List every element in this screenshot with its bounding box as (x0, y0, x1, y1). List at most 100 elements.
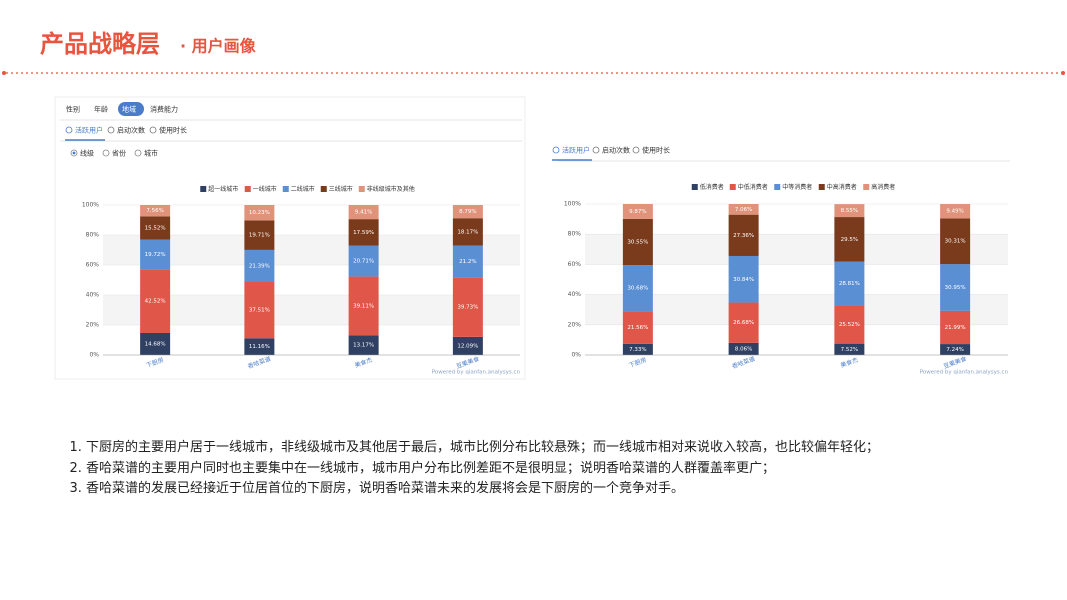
data-label: 8.79% (459, 209, 476, 215)
divider-dot (2, 71, 6, 75)
data-label: 30.84% (733, 277, 754, 283)
tab-icon (632, 146, 640, 154)
tab-icon (107, 126, 115, 134)
divider-dot (1061, 71, 1065, 75)
radio-label[interactable]: 省份 (112, 149, 126, 158)
tab-icon (592, 146, 600, 154)
y-tick-label: 80% (86, 232, 100, 239)
data-label: 29.5% (841, 237, 858, 243)
legend-label[interactable]: 三线城市 (329, 185, 353, 193)
y-tick-label: 20% (86, 322, 100, 329)
legend-label[interactable]: 低消费者 (700, 183, 724, 191)
bar-segment (834, 343, 865, 355)
subtab[interactable]: 活跃用户 (562, 146, 590, 155)
subtab[interactable]: 活跃用户 (75, 126, 103, 135)
tab-icon (65, 126, 73, 134)
legend-label[interactable]: 二线城市 (291, 185, 315, 193)
data-label: 28.81% (839, 281, 860, 287)
data-label: 30.55% (627, 239, 648, 245)
grid-band (103, 295, 520, 325)
data-label: 14.68% (145, 341, 166, 347)
radio-label[interactable]: 城市 (144, 149, 158, 158)
radio (134, 149, 142, 157)
y-tick-label: 100% (82, 202, 99, 209)
data-label: 7.56% (146, 208, 163, 214)
source: Powered by qianfan.analysys.cn (432, 370, 521, 376)
legend-label[interactable]: 中等消费者 (782, 183, 812, 191)
radio-dot (72, 151, 76, 155)
bar-segment (140, 239, 171, 270)
data-label: 39.11% (353, 303, 374, 309)
data-label: 15.52% (145, 225, 166, 231)
tab[interactable]: 性别 (66, 105, 80, 114)
y-tick-label: 20% (568, 321, 582, 328)
bar-segment (140, 216, 171, 240)
bar-segment (452, 277, 483, 337)
legend-swatch (691, 184, 698, 190)
note: 香哈菜谱的发展已经接近于位居首位的下厨房，说明香哈菜谱未来的发展将会是下厨房的一… (86, 479, 879, 500)
bar-segment (834, 261, 865, 306)
legend-label[interactable]: 中低消费者 (738, 183, 768, 191)
data-label: 42.52% (145, 299, 166, 305)
x-tick-label: 美食杰 (839, 356, 859, 370)
bar-segment (140, 269, 171, 333)
data-label: 9.41% (355, 210, 372, 216)
legend-label[interactable]: 一线城市 (253, 185, 277, 193)
note: 香哈菜谱的主要用户同时也主要集中在一线城市，城市用户分布比例差距不是很明显；说明… (86, 459, 879, 480)
y-tick-label: 0% (571, 352, 581, 359)
data-label: 11.16% (249, 344, 270, 350)
data-label: 27.36% (733, 233, 754, 239)
radio-label[interactable]: 线级 (80, 149, 94, 158)
legend-label[interactable]: 超一线城市 (208, 185, 238, 193)
data-label: 21.39% (249, 263, 270, 269)
bar-segment (728, 302, 759, 343)
bar-segment (452, 218, 483, 246)
bar-segment (452, 245, 483, 278)
legend-swatch (320, 186, 327, 192)
y-tick-label: 40% (86, 292, 100, 299)
data-label: 20.71% (353, 259, 374, 265)
x-tick-label: 豆果美食 (942, 355, 967, 371)
bar-segment (834, 305, 865, 344)
page-title: 产品战略层 (40, 30, 160, 58)
bar-segment (728, 342, 759, 355)
data-label: 13.17% (353, 343, 374, 349)
bar-segment (940, 310, 971, 345)
data-label: 30.31% (945, 239, 966, 245)
subtab[interactable]: 使用时长 (642, 146, 670, 155)
bar-segment (622, 204, 653, 219)
radio (102, 149, 110, 157)
tab[interactable]: 年龄 (94, 105, 108, 114)
legend-swatch (863, 184, 870, 190)
legend-label[interactable]: 非线级城市及其他 (367, 185, 415, 193)
bar-segment (140, 332, 171, 355)
data-label: 17.59% (353, 230, 374, 236)
subtab[interactable]: 启动次数 (117, 126, 145, 135)
bar-segment (244, 220, 275, 250)
data-label: 19.71% (249, 233, 270, 239)
data-label: 7.52% (841, 347, 858, 353)
bar-segment (140, 205, 171, 217)
data-label: 39.73% (457, 305, 478, 311)
data-label: 10.23% (249, 210, 270, 216)
legend-swatch (358, 186, 365, 192)
subtab[interactable]: 启动次数 (602, 146, 630, 155)
bar-segment (940, 204, 971, 219)
bar-segment (244, 338, 275, 355)
legend-label[interactable]: 中高消费者 (827, 183, 857, 191)
bar-segment (452, 205, 483, 219)
data-label: 21.56% (627, 325, 648, 331)
tab[interactable]: 地域 (122, 105, 136, 114)
tab[interactable]: 消费能力 (150, 105, 178, 114)
bar-segment (244, 281, 275, 339)
note: 下厨房的主要用户居于一线城市，非线级城市及其他居于最后，城市比例分布比较悬殊；而… (86, 438, 879, 459)
data-label: 9.87% (629, 209, 646, 215)
data-label: 7.24% (946, 347, 963, 353)
subtab[interactable]: 使用时长 (159, 126, 187, 135)
bar-segment (622, 311, 653, 344)
data-label: 25.52% (839, 322, 860, 328)
data-label: 7.06% (735, 207, 752, 213)
legend-label[interactable]: 高消费者 (871, 183, 895, 191)
y-tick-label: 100% (564, 201, 581, 208)
